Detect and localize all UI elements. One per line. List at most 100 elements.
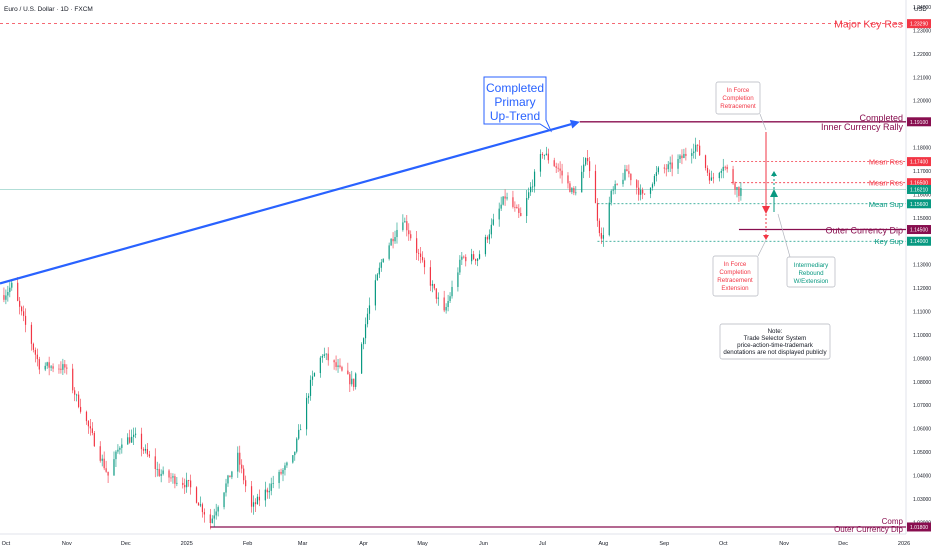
trend-arrow[interactable] [0, 119, 580, 285]
candle-down [724, 166, 726, 168]
candle-down [416, 238, 418, 253]
note-box[interactable]: Note: Trade Selector System price-action… [719, 323, 831, 360]
candle-down [174, 476, 176, 484]
candle-up [500, 204, 502, 209]
candle-up [62, 364, 64, 370]
candle-down [567, 175, 569, 184]
candle-up [305, 397, 308, 430]
callout-box [483, 76, 553, 133]
candle-down [209, 514, 211, 524]
candle-down [89, 426, 92, 429]
candle-up [571, 187, 573, 193]
candle-down [463, 256, 465, 258]
candle-down [512, 197, 514, 207]
candle-up [583, 164, 585, 172]
candle-down [433, 284, 435, 289]
candle-up [484, 237, 487, 255]
candle-down [419, 253, 422, 257]
candle-up [437, 297, 439, 299]
candle-down [486, 237, 488, 240]
candle-down [72, 368, 74, 391]
candle-up [176, 482, 178, 484]
candle-up [539, 154, 542, 172]
intermediary-rebound-callout[interactable]: Intermediary Rebound W/Extension [777, 213, 836, 288]
candle-down [663, 167, 665, 169]
callout-line-2: Completion [722, 95, 754, 102]
candle-down [258, 496, 261, 501]
candle-up [478, 254, 481, 259]
trend-arrow-line[interactable] [0, 123, 572, 285]
candle-up [669, 162, 671, 165]
callout-box [715, 81, 761, 115]
candle-up [683, 153, 685, 159]
candle-up [319, 357, 321, 374]
price-tick-label: 1.10000 [913, 333, 931, 339]
candle-down [473, 254, 475, 260]
candle-up [237, 452, 239, 472]
completed-inner-rally-name: Completed [859, 113, 903, 123]
candle-up [231, 471, 233, 478]
candle-down [636, 180, 638, 188]
candle-up [720, 170, 722, 173]
candle-down [616, 183, 618, 185]
candle-up [268, 490, 270, 493]
candle-down [99, 446, 101, 461]
candle-down [408, 230, 410, 235]
candle-up [693, 151, 695, 154]
candle-up [199, 504, 202, 506]
candle-up [223, 492, 225, 508]
candle-down [587, 158, 589, 162]
candle-down [36, 354, 38, 360]
completed-primary-uptrend-callout[interactable]: Completed Primary Up-Trend [483, 76, 553, 133]
retracement-callout[interactable]: In Force Completion Retracement [715, 81, 767, 131]
candle-down [201, 504, 204, 513]
candle-down [78, 394, 80, 407]
candle-down [561, 170, 563, 176]
candle-down [103, 458, 105, 469]
candle-up [526, 197, 528, 217]
candle-down [410, 234, 412, 239]
key-sup-name: Key Sup [875, 237, 903, 246]
candle-down [190, 480, 192, 488]
comp-outer-dip-name: Comp [882, 517, 904, 526]
callout-line-3: Up-Trend [490, 109, 540, 123]
candle-down [241, 464, 243, 469]
candle-up [256, 496, 259, 505]
candle-up [695, 144, 697, 152]
candle-up [457, 272, 459, 287]
callout-line-3: Retracement [717, 277, 753, 284]
price-tick-label: 1.21000 [913, 75, 931, 81]
callout-line-4: Extension [721, 285, 749, 292]
price-tick-label: 1.16000 [913, 192, 931, 198]
candle-up [264, 489, 266, 501]
callout-connector [777, 213, 791, 258]
candle-up [445, 307, 447, 311]
candle-down [685, 153, 687, 156]
candle-up [608, 202, 610, 236]
candle-up [657, 167, 659, 173]
candle-down [327, 353, 329, 361]
candle-down [91, 428, 93, 433]
candle-down [514, 206, 516, 208]
candle-up [272, 483, 274, 484]
time-tick-label: Nov [62, 541, 72, 547]
candle-up [76, 394, 78, 396]
candle-down [38, 359, 40, 370]
candle-up [46, 362, 48, 366]
candle-up [282, 469, 284, 474]
note-line-1: Note: [768, 328, 783, 335]
candle-up [543, 154, 545, 156]
retracement-extension-callout[interactable]: In Force Completion Retracement Extensio… [712, 239, 767, 297]
candle-up [533, 171, 536, 187]
mean-res-1-price-label: 1.17400 [910, 160, 928, 166]
time-tick-label: 2026 [898, 541, 910, 547]
candle-down [148, 454, 150, 457]
candle-down [24, 315, 27, 325]
retracement-arrow-head [762, 206, 770, 214]
time-tick-label: Aug [598, 541, 608, 547]
candle-down [250, 486, 253, 507]
candle-down [626, 169, 628, 172]
candle-up [325, 353, 327, 355]
candle-up [307, 395, 310, 398]
